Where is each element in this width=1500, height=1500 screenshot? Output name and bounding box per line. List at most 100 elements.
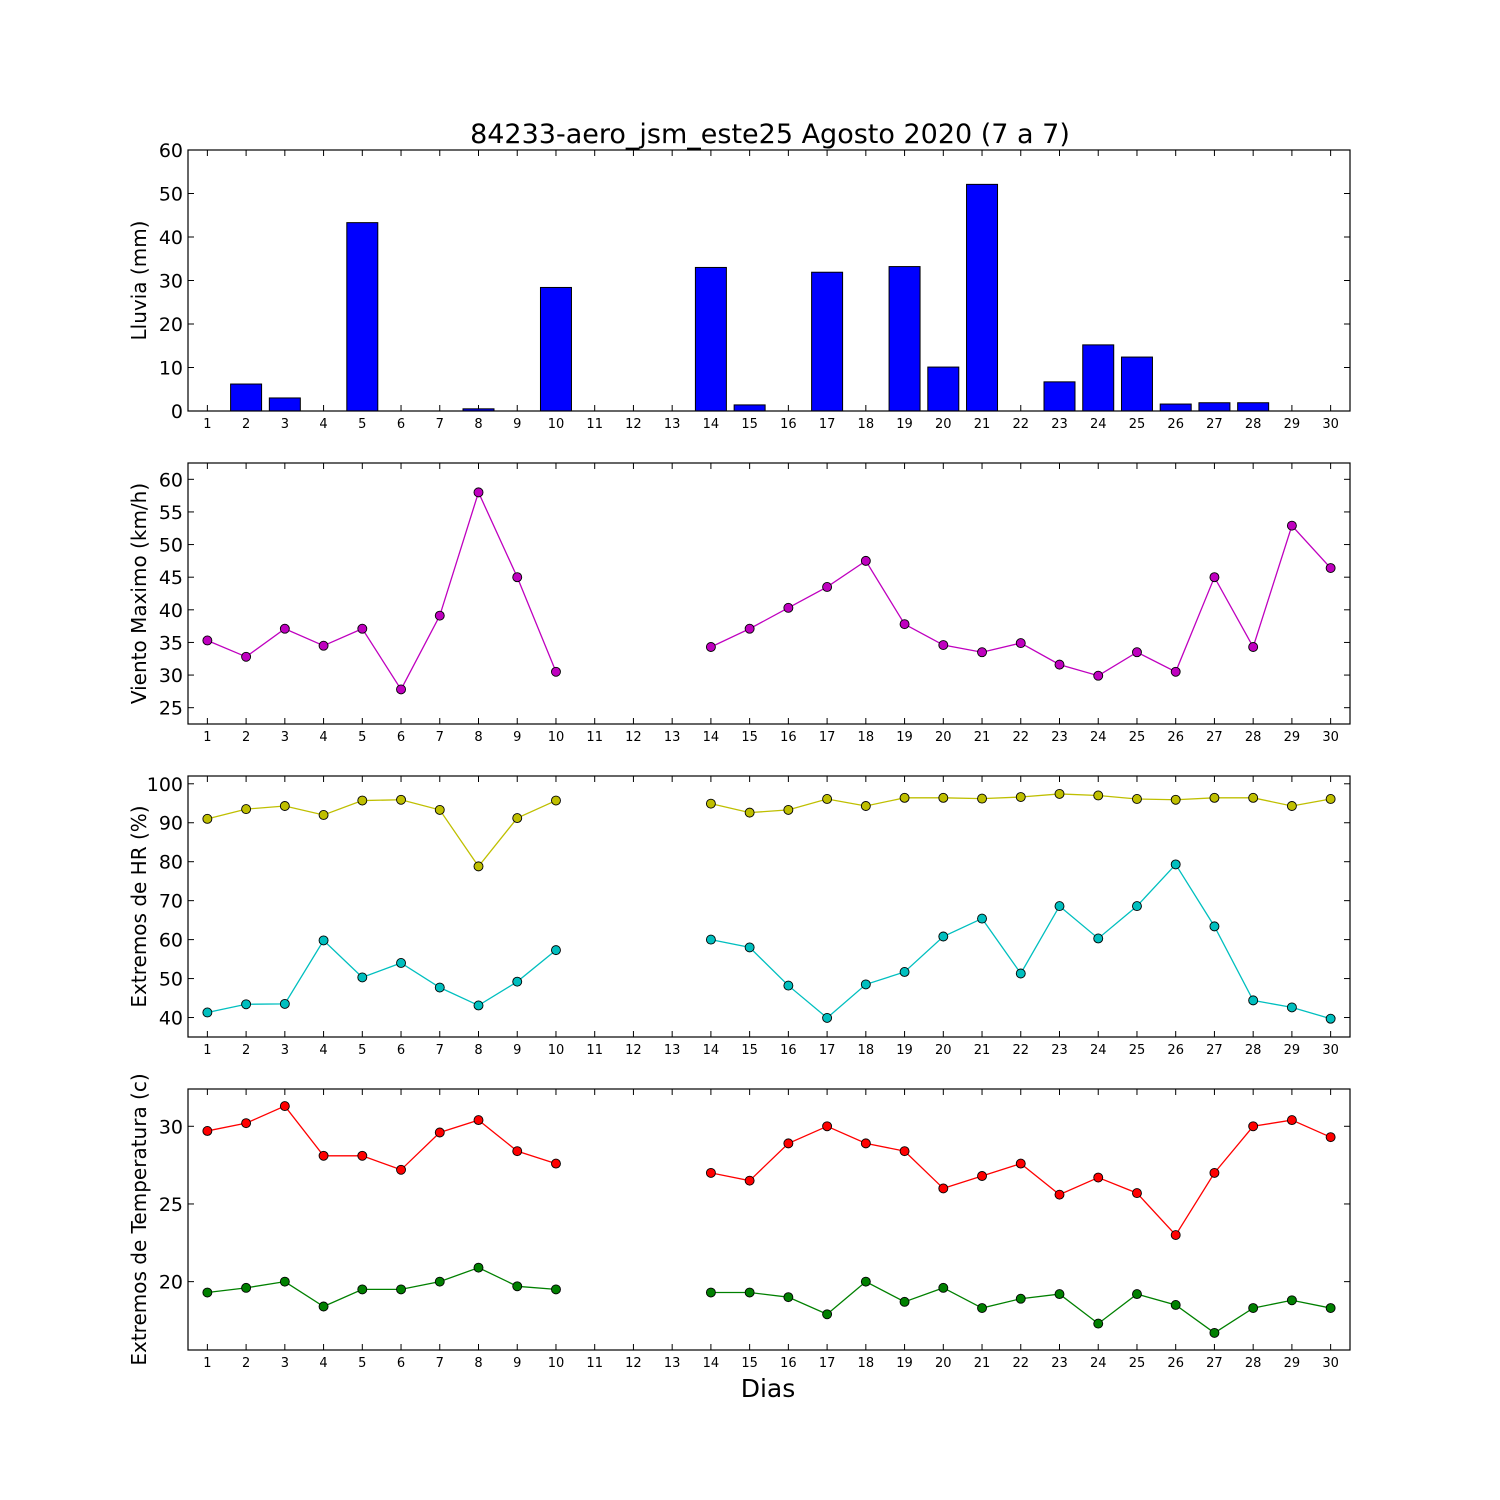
data-point [1170,1230,1181,1240]
x-tick-label: 8 [474,730,482,745]
data-point [1325,1013,1336,1024]
x-tick-label: 27 [1206,1043,1223,1058]
y-axis-label: Extremos de Temperatura (c) [127,1073,151,1365]
data-point [1325,794,1336,804]
series-line [207,490,557,691]
x-tick-label: 30 [1322,1043,1339,1058]
x-tick-label: 9 [513,417,521,432]
x-tick-label: 11 [586,1356,603,1371]
data-point [1209,1327,1220,1338]
x-tick-label: 25 [1129,730,1146,745]
data-point [705,934,716,945]
data-point [1286,801,1297,811]
bar [1082,344,1115,412]
series-line [207,939,557,1014]
x-tick-label: 8 [474,1043,482,1058]
data-point [357,1150,368,1161]
x-tick-label: 14 [703,1043,720,1058]
data-point [783,602,794,613]
plot-frame [187,775,1351,1038]
x-tick-label: 23 [1051,417,1068,432]
data-point [434,1276,445,1287]
data-point [318,640,329,651]
bar [1120,356,1153,412]
y-tick-label: 30 [159,1116,183,1138]
x-tick-label: 14 [703,417,720,432]
bar [733,404,766,412]
x-tick-label: 14 [703,1356,720,1371]
data-point [977,1171,987,1181]
x-tick-label: 26 [1167,1043,1184,1058]
x-tick-label: 2 [242,1356,250,1371]
x-tick-label: 3 [281,730,289,745]
data-point [357,795,368,806]
bar [268,397,301,412]
y-tick-label: 35 [159,632,183,654]
data-point [1248,792,1259,803]
data-point [551,1158,561,1169]
data-point [783,980,794,991]
x-tick-label: 14 [703,730,720,745]
y-tick-label: 45 [159,567,183,589]
y-tick-label: 50 [159,535,183,557]
x-tick-label: 7 [436,1356,444,1371]
x-tick-label: 29 [1284,1043,1301,1058]
data-point [938,1183,949,1194]
x-tick-label: 13 [664,1043,681,1058]
x-tick-label: 2 [242,1043,250,1058]
x-tick-label: 30 [1322,1356,1339,1371]
x-tick-label: 4 [319,730,327,745]
x-tick-label: 5 [358,417,366,432]
data-point [860,555,871,566]
bar [1198,402,1231,412]
x-tick-label: 5 [358,1356,366,1371]
data-point [899,966,910,977]
data-point [551,795,561,806]
x-tick-label: 24 [1090,1043,1107,1058]
data-point [1093,1172,1104,1183]
x-tick-label: 19 [896,417,913,432]
data-point [1248,1303,1259,1314]
data-point [822,794,833,804]
y-tick-label: 10 [159,358,183,380]
plot-frame [187,462,1351,725]
data-point [512,976,523,987]
data-point [1209,921,1220,932]
data-point [318,1301,329,1312]
plot-frame [187,149,1351,412]
x-tick-label: 6 [397,1043,405,1058]
y-axis-label: Extremos de HR (%) [127,805,151,1007]
x-tick-label: 28 [1245,417,1262,432]
data-point [744,1287,755,1298]
y-tick-label: 20 [159,314,183,336]
data-point [1209,792,1220,803]
data-point [899,1146,910,1157]
x-tick-label: 12 [625,1043,642,1058]
data-point [396,1284,406,1295]
x-tick-label: 26 [1167,417,1184,432]
x-tick-label: 19 [896,1356,913,1371]
x-tick-label: 11 [586,730,603,745]
data-point [473,1000,484,1011]
data-point [1093,790,1104,801]
x-tick-label: 17 [819,1356,836,1371]
x-tick-label: 3 [281,417,289,432]
data-point [1325,1303,1336,1314]
y-tick-label: 40 [159,1008,183,1030]
x-tick-label: 10 [548,417,565,432]
data-point [1132,1289,1142,1300]
x-tick-label: 24 [1090,417,1107,432]
series-line [710,1280,1331,1334]
x-tick-label: 30 [1322,730,1339,745]
data-point [977,793,987,804]
plot-frame [187,1088,1351,1351]
data-point [938,792,949,803]
data-point [473,1262,484,1273]
x-tick-label: 22 [1012,730,1029,745]
x-tick-label: 5 [358,730,366,745]
x-tick-label: 16 [780,730,797,745]
data-point [1209,1167,1220,1178]
y-axis-label: Lluvia (mm) [127,221,151,341]
